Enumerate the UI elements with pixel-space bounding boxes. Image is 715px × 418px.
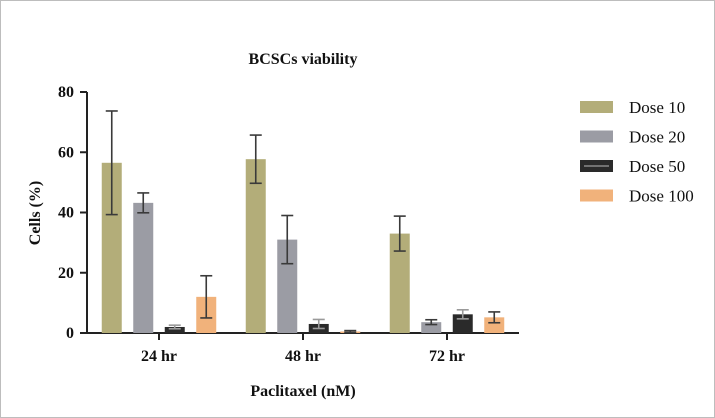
y-axis-label: Cells (%): [27, 181, 44, 245]
x-axis-label: Paclitaxel (nM): [250, 383, 355, 400]
bar: [245, 159, 266, 333]
legend-swatch: [580, 101, 613, 113]
legend-label: Dose 50: [629, 157, 685, 176]
bar: [133, 202, 154, 333]
x-tick-label: 24 hr: [141, 348, 177, 365]
plot-area: 0 20 40 60 80 24 hr 48 hr 72 hr: [58, 84, 519, 365]
legend-label: Dose 100: [629, 187, 694, 206]
chart-title: BCSCs viability: [249, 51, 358, 68]
x-tick-label: 72 hr: [429, 348, 465, 365]
legend-label: Dose 10: [629, 98, 685, 117]
bar: [484, 317, 505, 333]
x-tick-label: 48 hr: [285, 348, 321, 365]
bar: [421, 322, 442, 333]
legend-swatch: [580, 130, 613, 143]
y-tick-label: 80: [58, 84, 74, 101]
y-tick-label: 0: [66, 325, 74, 342]
bar: [164, 326, 185, 333]
bar: [101, 162, 122, 333]
legend: Dose 10 Dose 20 Dose 50 Dose 100: [580, 98, 694, 206]
legend-swatch: [580, 189, 613, 202]
legend-label: Dose 20: [629, 128, 685, 147]
y-tick-label: 60: [58, 144, 74, 161]
y-tick-label: 40: [58, 205, 74, 222]
y-tick-label: 20: [58, 265, 74, 282]
bar: [389, 233, 410, 333]
